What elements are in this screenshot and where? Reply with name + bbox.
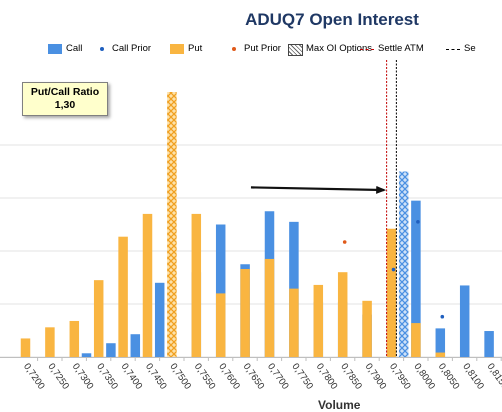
bar-call (215, 224, 226, 357)
bar-call (435, 328, 446, 357)
dot-call-prior (440, 314, 445, 319)
legend-swatch-bar (170, 44, 184, 54)
x-tick-label: 0,7200 (21, 361, 47, 391)
bar-put (191, 213, 202, 357)
bar-put (435, 352, 446, 357)
bar-put (45, 327, 55, 357)
bar-put (69, 320, 80, 357)
put-call-ratio-box: Put/Call Ratio 1,30 (22, 82, 108, 116)
max-oi-bar (167, 92, 177, 357)
legend-label: Se (464, 43, 476, 54)
x-tick-label: 0,7500 (167, 361, 193, 391)
bar-call (154, 282, 165, 357)
bar-put (289, 288, 299, 357)
legend-label: Call (66, 43, 83, 54)
bar-put (93, 280, 104, 357)
legend-swatch-line (360, 49, 374, 50)
bar-put (240, 269, 250, 357)
legend-swatch-hatch (288, 44, 303, 56)
bar-put (337, 272, 348, 357)
dot-call-prior (416, 220, 420, 224)
x-tick-label: 0,8050 (436, 361, 462, 391)
x-tick-label: 0,7900 (363, 361, 389, 391)
x-tick-label: 0,7300 (70, 361, 96, 391)
x-tick-label: 0,7550 (192, 361, 218, 391)
x-tick-label: 0,7350 (94, 361, 120, 391)
bar-call (130, 334, 141, 357)
x-tick-label: 0,8150 (485, 361, 502, 391)
x-tick-label: 0,7700 (265, 361, 291, 391)
put-call-ratio-value: 1,30 (54, 99, 76, 111)
bar-call (459, 285, 470, 357)
max-oi-bar (398, 171, 409, 357)
x-tick-label: 0,7750 (289, 361, 315, 391)
x-tick-label: 0,7650 (241, 361, 267, 391)
x-tick-label: 0,7400 (119, 361, 145, 391)
x-tick-label: 0,7800 (314, 361, 340, 391)
bar-put (362, 300, 372, 357)
bar-call (106, 343, 116, 357)
x-tick-label: 0,8100 (460, 361, 486, 391)
legend-swatch-dot (232, 47, 236, 51)
bar-put (313, 284, 324, 357)
annotation-arrow (250, 185, 387, 194)
bar-put (386, 228, 397, 357)
legend-label: Settle ATM (378, 43, 424, 54)
legend-swatch-dot (100, 47, 104, 51)
legend-label: Put (188, 43, 203, 54)
legend-label: Put Prior (244, 43, 281, 54)
x-tick-label: 0,7250 (45, 361, 71, 391)
chart-title: ADUQ7 Open Interest (245, 10, 419, 29)
put-call-ratio-label: Put/Call Ratio (30, 86, 100, 98)
legend-swatch-bar (48, 44, 62, 54)
x-tick-label: 0,7850 (338, 361, 364, 391)
bar-call (411, 200, 421, 357)
bar-call (81, 353, 92, 357)
legend-swatch-line (446, 49, 460, 50)
bar-put (142, 213, 153, 357)
legend-label: Max OI Options (306, 43, 372, 54)
bar-put (264, 258, 275, 357)
dot-call-prior (391, 267, 396, 272)
x-tick-label: 0,8000 (411, 361, 437, 391)
bar-put (215, 293, 226, 357)
x-tick-label: 0,7950 (387, 361, 413, 391)
bar-put (411, 323, 421, 357)
x-axis-label: Volume (318, 398, 361, 412)
x-tick-label: 0,7600 (216, 361, 242, 391)
legend-label: Call Prior (112, 43, 152, 54)
bar-put (118, 236, 128, 357)
x-tick-label: 0,7450 (143, 361, 169, 391)
bar-call (484, 331, 494, 357)
bar-put (20, 338, 31, 357)
dot-put-prior (342, 240, 347, 244)
